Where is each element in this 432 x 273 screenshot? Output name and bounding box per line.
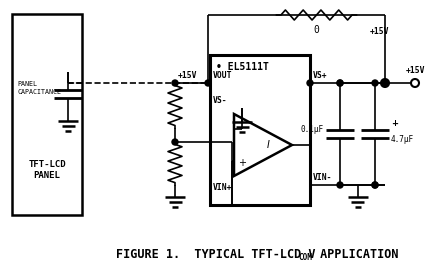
Text: COM: COM xyxy=(298,254,312,263)
Text: VIN-: VIN- xyxy=(313,173,333,182)
Circle shape xyxy=(172,139,178,145)
Text: TFT-LCD
PANEL: TFT-LCD PANEL xyxy=(28,160,66,180)
Text: PANEL
CAPACITANCE: PANEL CAPACITANCE xyxy=(17,82,61,94)
Circle shape xyxy=(205,80,211,86)
Bar xyxy=(12,14,82,215)
Bar xyxy=(210,55,310,205)
Circle shape xyxy=(372,182,378,188)
Text: 0: 0 xyxy=(314,25,319,35)
Text: • EL5111T: • EL5111T xyxy=(216,62,269,72)
Text: +: + xyxy=(391,119,398,128)
Text: +: + xyxy=(238,158,246,168)
Text: FIGURE 1.  TYPICAL TFT-LCD V: FIGURE 1. TYPICAL TFT-LCD V xyxy=(116,248,316,262)
Text: VS+: VS+ xyxy=(313,71,327,80)
Text: +15V: +15V xyxy=(405,66,425,75)
Text: APPLICATION: APPLICATION xyxy=(313,248,398,262)
Circle shape xyxy=(372,182,378,188)
Text: VOUT: VOUT xyxy=(213,71,232,80)
Text: VIN+: VIN+ xyxy=(213,183,232,192)
Text: 4.7μF: 4.7μF xyxy=(391,135,414,144)
Text: +15V: +15V xyxy=(178,71,197,80)
Circle shape xyxy=(307,80,313,86)
Circle shape xyxy=(337,182,343,188)
Text: +15V: +15V xyxy=(370,27,390,36)
Circle shape xyxy=(337,80,343,86)
Text: VS-: VS- xyxy=(213,96,228,105)
Circle shape xyxy=(372,80,378,86)
Circle shape xyxy=(337,80,343,86)
Circle shape xyxy=(172,80,178,86)
Text: I: I xyxy=(267,140,270,150)
Text: 0.1μF: 0.1μF xyxy=(301,124,324,133)
Circle shape xyxy=(382,80,388,86)
